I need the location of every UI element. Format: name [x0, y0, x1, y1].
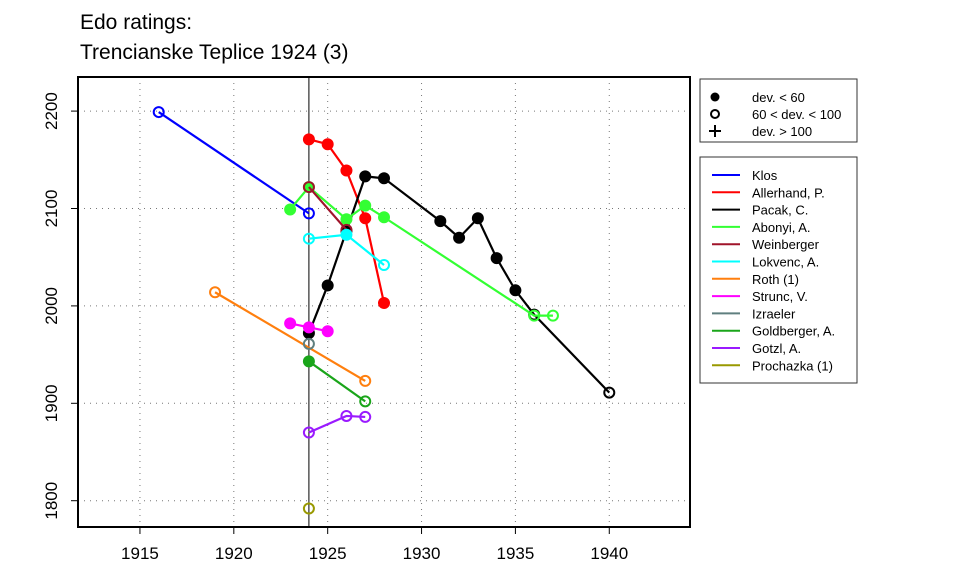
- chart-title: Trencianske Teplice 1924 (3): [80, 41, 348, 64]
- symbol-legend-box: [699, 78, 858, 143]
- filled-circle-icon: [710, 92, 720, 102]
- data-point: [321, 325, 334, 338]
- legend-label: Izraeler: [752, 306, 796, 321]
- data-point: [321, 279, 334, 292]
- data-point: [340, 409, 353, 422]
- data-point: [359, 170, 372, 183]
- data-point: [284, 317, 297, 330]
- data-point: [359, 199, 372, 212]
- data-point: [490, 252, 503, 265]
- open-circle-icon: [710, 109, 720, 119]
- data-point: [528, 309, 541, 322]
- data-point: [546, 309, 559, 322]
- y-tick-label: 2100: [42, 190, 61, 228]
- series-line: [308, 414, 366, 434]
- series-legend-box: [699, 156, 858, 384]
- data-point: [209, 286, 222, 299]
- legend-label: Lokvenc, A.: [752, 255, 819, 270]
- x-tick-label: 1940: [590, 544, 628, 563]
- y-tick-label: 2000: [42, 287, 61, 325]
- legend-label: Allerhand, P.: [752, 185, 825, 200]
- legend-label: Gotzl, A.: [752, 341, 801, 356]
- data-point: [509, 284, 522, 297]
- legend-label: Abonyi, A.: [752, 220, 811, 235]
- data-point: [340, 164, 353, 177]
- data-point: [340, 228, 353, 241]
- data-point: [302, 337, 315, 350]
- data-point: [284, 203, 297, 216]
- legend-label: Pacak, C.: [752, 203, 808, 218]
- data-point: [603, 386, 616, 399]
- x-tick-label: 1935: [496, 544, 534, 563]
- symbol-legend-label: 60 < dev. < 100: [752, 107, 841, 122]
- data-point: [302, 355, 315, 368]
- data-point: [378, 172, 390, 185]
- symbol-legend-label: dev. < 60: [752, 90, 805, 105]
- series-line: [308, 186, 348, 231]
- y-tick-label: 2200: [42, 92, 61, 130]
- data-point: [302, 207, 315, 220]
- y-tick-label: 1800: [42, 482, 61, 520]
- plot-frame: [77, 76, 691, 528]
- data-point: [359, 410, 372, 423]
- data-point: [359, 212, 372, 225]
- data-point: [321, 138, 334, 151]
- data-point: [340, 213, 353, 226]
- x-tick-label: 1920: [215, 544, 253, 563]
- legend-label: Strunc, V.: [752, 289, 808, 304]
- legend-label: Goldberger, A.: [752, 324, 835, 339]
- data-point: [378, 296, 390, 309]
- legend-label: Prochazka (1): [752, 358, 833, 373]
- x-tick-label: 1930: [403, 544, 441, 563]
- legend-label: Roth (1): [752, 272, 799, 287]
- data-point: [471, 212, 484, 225]
- symbol-legend-label: dev. > 100: [752, 124, 812, 139]
- data-point: [359, 395, 372, 408]
- series-line: [308, 360, 366, 403]
- x-tick-label: 1915: [121, 544, 159, 563]
- series-line: [158, 111, 310, 215]
- data-point: [302, 133, 315, 146]
- data-point: [434, 215, 447, 228]
- data-point: [359, 374, 372, 387]
- x-tick-label: 1925: [309, 544, 347, 563]
- legend-label: Weinberger: [752, 237, 820, 252]
- data-point: [378, 258, 390, 271]
- data-point: [453, 231, 466, 244]
- data-point: [378, 211, 390, 224]
- series-line: [214, 291, 366, 382]
- data-point: [302, 426, 315, 439]
- data-point: [302, 502, 315, 515]
- data-point: [302, 181, 315, 194]
- legend-label: Klos: [752, 168, 778, 183]
- data-point: [302, 321, 315, 334]
- y-tick-label: 1900: [42, 384, 61, 422]
- data-point: [152, 106, 165, 119]
- chart-title: Edo ratings:: [80, 11, 192, 34]
- data-point: [302, 232, 315, 245]
